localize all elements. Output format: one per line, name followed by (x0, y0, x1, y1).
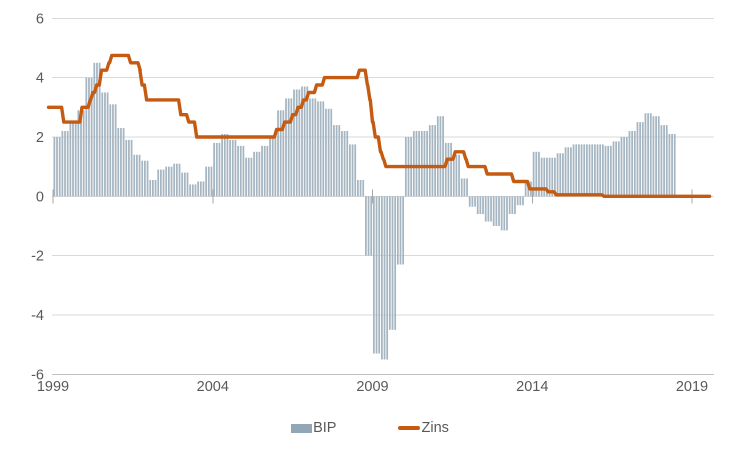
svg-text:2014: 2014 (516, 379, 548, 395)
legend-label-bip: BIP (313, 420, 337, 436)
bip-bars (53, 62, 676, 360)
svg-text:2009: 2009 (356, 379, 388, 395)
zins-line-swatch-icon (398, 426, 421, 430)
svg-text:4: 4 (36, 71, 44, 87)
y-gridlines (52, 17, 714, 375)
svg-text:2004: 2004 (197, 379, 229, 395)
svg-text:-6: -6 (31, 367, 44, 383)
bip-bar-swatch-icon (291, 423, 313, 433)
svg-text:2: 2 (36, 130, 44, 146)
zins-line (46, 53, 712, 198)
svg-text:-2: -2 (31, 249, 44, 265)
x-axis-labels: 1999 2004 2009 2014 2019 (37, 379, 708, 395)
legend-item-zins: Zins (398, 420, 449, 436)
legend-item-bip: BIP (291, 420, 336, 436)
svg-text:6: 6 (36, 11, 44, 27)
y-axis-labels: 6 4 2 0 -2 -4 -6 (31, 11, 44, 383)
chart-legend: BIP Zins (0, 420, 740, 436)
svg-text:2019: 2019 (676, 379, 708, 395)
legend-label-zins: Zins (421, 420, 449, 436)
svg-text:1999: 1999 (37, 379, 69, 395)
svg-text:-4: -4 (31, 308, 44, 324)
svg-text:0: 0 (36, 189, 44, 205)
